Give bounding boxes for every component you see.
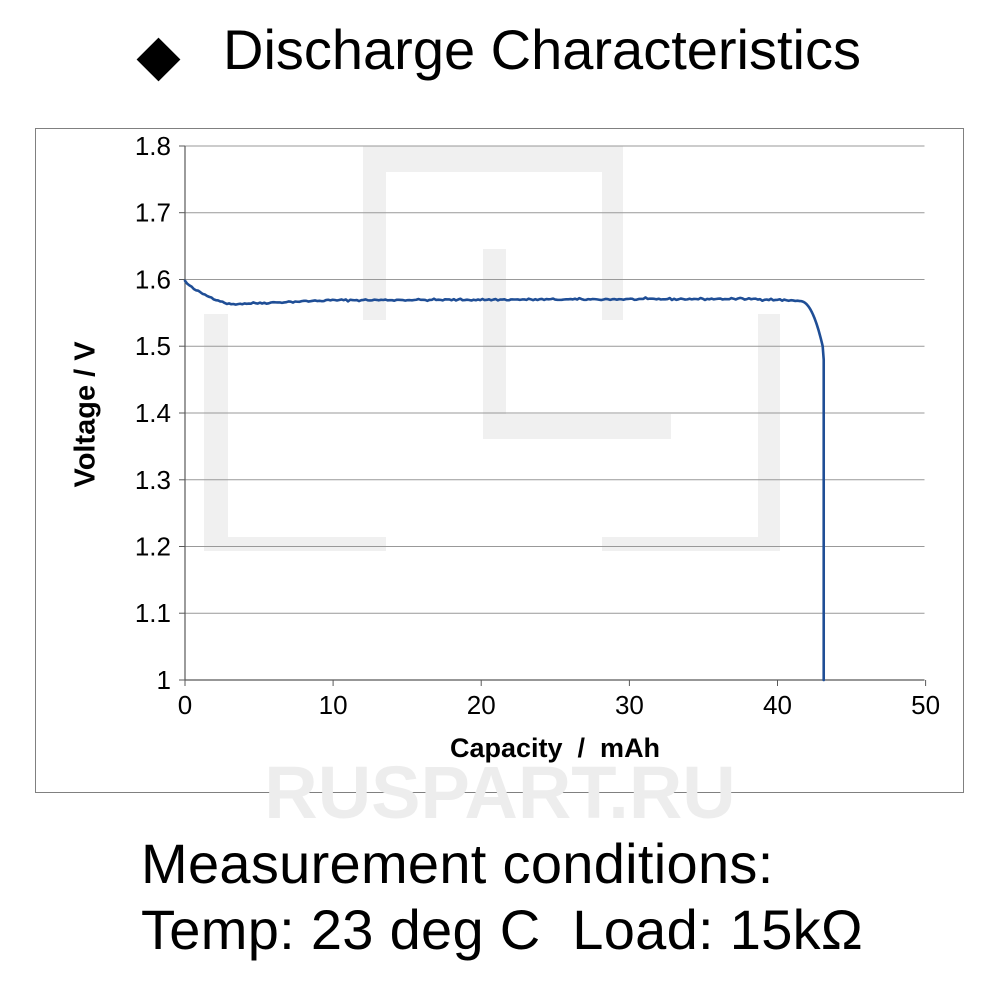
svg-text:1.3: 1.3 [135, 465, 171, 495]
svg-text:1.8: 1.8 [135, 131, 171, 161]
svg-text:1.6: 1.6 [135, 265, 171, 295]
svg-text:1.1: 1.1 [135, 598, 171, 628]
svg-text:1.5: 1.5 [135, 331, 171, 361]
svg-text:20: 20 [467, 690, 496, 720]
svg-text:40: 40 [763, 690, 792, 720]
svg-text:1.7: 1.7 [135, 198, 171, 228]
svg-text:1.2: 1.2 [135, 532, 171, 562]
svg-text:RUSPART.RU: RUSPART.RU [264, 751, 735, 834]
svg-text:50: 50 [911, 690, 940, 720]
svg-text:30: 30 [615, 690, 644, 720]
svg-text:1: 1 [157, 665, 171, 695]
svg-text:10: 10 [319, 690, 348, 720]
svg-text:0: 0 [178, 690, 192, 720]
svg-text:1.4: 1.4 [135, 398, 171, 428]
